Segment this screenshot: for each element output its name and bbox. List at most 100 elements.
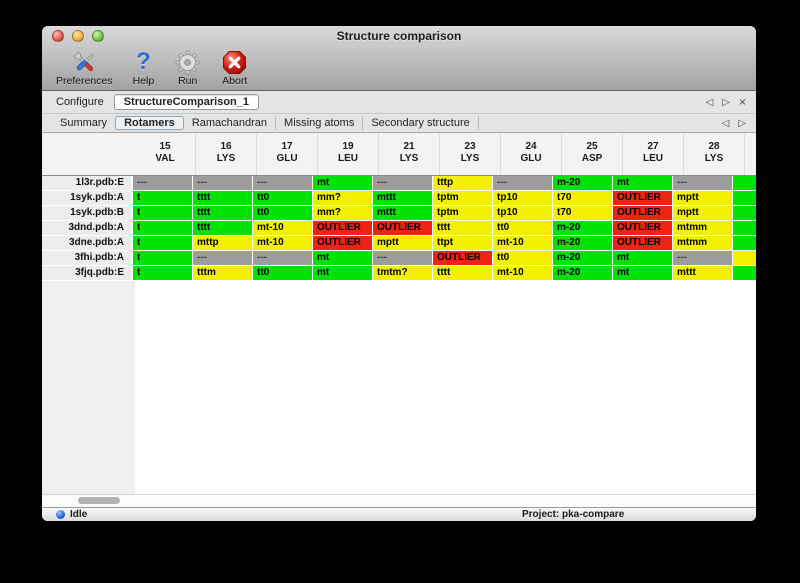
- table-cell[interactable]: tptm: [433, 191, 493, 205]
- table-cell[interactable]: OUTLIER: [373, 221, 433, 235]
- table-cell[interactable]: mt-10: [493, 266, 553, 280]
- table-cell[interactable]: t: [133, 236, 193, 250]
- table-cell[interactable]: tptm: [433, 206, 493, 220]
- tab-missing-atoms[interactable]: Missing atoms: [276, 116, 364, 130]
- table-cell[interactable]: tttm: [193, 266, 253, 280]
- table-cell-partial[interactable]: [733, 191, 756, 205]
- table-cell[interactable]: tttt: [193, 191, 253, 205]
- table-cell[interactable]: tmtm?: [373, 266, 433, 280]
- tab-rotamers[interactable]: Rotamers: [115, 116, 184, 130]
- close-button[interactable]: [52, 30, 64, 42]
- table-cell[interactable]: t70: [553, 206, 613, 220]
- table-cell[interactable]: tttp: [433, 176, 493, 190]
- table-cell[interactable]: t70: [553, 191, 613, 205]
- table-cell[interactable]: mm?: [313, 191, 373, 205]
- table-cell[interactable]: tttt: [433, 266, 493, 280]
- configure-name-input[interactable]: StructureComparison_1: [113, 94, 260, 110]
- row-label[interactable]: 1syk.pdb:A: [42, 191, 133, 205]
- row-label[interactable]: 3fhi.pdb:A: [42, 251, 133, 265]
- row-label[interactable]: 1syk.pdb:B: [42, 206, 133, 220]
- run-button[interactable]: Run: [172, 46, 203, 87]
- table-cell[interactable]: ---: [193, 176, 253, 190]
- tab-summary[interactable]: Summary: [60, 117, 108, 129]
- table-cell[interactable]: ---: [133, 176, 193, 190]
- table-cell[interactable]: mttt: [373, 191, 433, 205]
- table-cell-partial[interactable]: [733, 251, 756, 265]
- row-label[interactable]: 3fjq.pdb:E: [42, 266, 133, 280]
- table-cell[interactable]: tt0: [253, 206, 313, 220]
- table-cell[interactable]: t: [133, 251, 193, 265]
- tabs-next-arrow-icon[interactable]: ▷: [738, 117, 746, 129]
- table-cell[interactable]: ---: [373, 176, 433, 190]
- table-cell[interactable]: mt-10: [253, 221, 313, 235]
- table-cell-partial[interactable]: [733, 266, 756, 280]
- table-cell[interactable]: mttt: [373, 206, 433, 220]
- table-cell[interactable]: tp10: [493, 191, 553, 205]
- configure-close-icon[interactable]: ×: [738, 95, 746, 109]
- table-cell[interactable]: OUTLIER: [433, 251, 493, 265]
- table-cell[interactable]: mt: [313, 266, 373, 280]
- table-cell[interactable]: tp10: [493, 206, 553, 220]
- table-cell[interactable]: ---: [373, 251, 433, 265]
- tab-ramachandran[interactable]: Ramachandran: [184, 116, 277, 130]
- table-cell[interactable]: m-20: [553, 236, 613, 250]
- row-label[interactable]: 1l3r.pdb:E: [42, 176, 133, 190]
- table-cell[interactable]: mptt: [673, 206, 733, 220]
- minimize-button[interactable]: [72, 30, 84, 42]
- table-cell[interactable]: ttpt: [433, 236, 493, 250]
- table-cell[interactable]: mt-10: [493, 236, 553, 250]
- table-cell[interactable]: mtmm: [673, 221, 733, 235]
- table-cell[interactable]: t: [133, 206, 193, 220]
- row-label[interactable]: 3dne.pdb:A: [42, 236, 133, 250]
- table-cell[interactable]: t: [133, 221, 193, 235]
- table-cell[interactable]: mt: [613, 176, 673, 190]
- table-cell[interactable]: ---: [493, 176, 553, 190]
- table-cell[interactable]: ---: [193, 251, 253, 265]
- table-cell[interactable]: tt0: [253, 191, 313, 205]
- table-cell[interactable]: tttt: [433, 221, 493, 235]
- table-cell-partial[interactable]: [733, 236, 756, 250]
- abort-button[interactable]: Abort: [219, 46, 250, 87]
- zoom-button[interactable]: [92, 30, 104, 42]
- table-cell[interactable]: OUTLIER: [313, 236, 373, 250]
- table-cell[interactable]: ---: [253, 176, 313, 190]
- table-cell[interactable]: mtmm: [673, 236, 733, 250]
- table-cell[interactable]: mt: [313, 251, 373, 265]
- table-cell[interactable]: OUTLIER: [613, 191, 673, 205]
- table-cell[interactable]: m-20: [553, 176, 613, 190]
- table-cell[interactable]: OUTLIER: [613, 206, 673, 220]
- help-button[interactable]: ? Help: [131, 46, 157, 88]
- table-cell[interactable]: OUTLIER: [313, 221, 373, 235]
- table-cell[interactable]: mptt: [673, 191, 733, 205]
- table-cell[interactable]: mt: [613, 266, 673, 280]
- table-cell[interactable]: m-20: [553, 251, 613, 265]
- table-cell[interactable]: tttt: [193, 221, 253, 235]
- table-cell[interactable]: mttt: [673, 266, 733, 280]
- table-cell-partial[interactable]: [733, 206, 756, 220]
- table-cell[interactable]: tt0: [493, 221, 553, 235]
- table-cell[interactable]: OUTLIER: [613, 221, 673, 235]
- table-cell[interactable]: mptt: [373, 236, 433, 250]
- table-cell-partial[interactable]: [733, 176, 756, 190]
- tab-secondary-structure[interactable]: Secondary structure: [363, 116, 479, 130]
- table-cell[interactable]: mm?: [313, 206, 373, 220]
- table-cell-partial[interactable]: [733, 221, 756, 235]
- row-label[interactable]: 3dnd.pdb:A: [42, 221, 133, 235]
- table-cell[interactable]: ---: [673, 251, 733, 265]
- tabs-prev-arrow-icon[interactable]: ◁: [721, 117, 730, 129]
- horizontal-scrollbar[interactable]: [42, 494, 756, 507]
- table-cell[interactable]: m-20: [553, 221, 613, 235]
- preferences-button[interactable]: Preferences: [54, 46, 115, 87]
- table-cell[interactable]: mt: [313, 176, 373, 190]
- table-cell[interactable]: mt-10: [253, 236, 313, 250]
- table-cell[interactable]: ---: [673, 176, 733, 190]
- configure-prev-arrow-icon[interactable]: ◁: [705, 96, 714, 108]
- table-cell[interactable]: OUTLIER: [613, 236, 673, 250]
- table-cell[interactable]: t: [133, 191, 193, 205]
- table-cell[interactable]: m-20: [553, 266, 613, 280]
- table-cell[interactable]: tt0: [493, 251, 553, 265]
- table-cell[interactable]: mt: [613, 251, 673, 265]
- configure-next-arrow-icon[interactable]: ▷: [722, 96, 730, 108]
- table-cell[interactable]: t: [133, 266, 193, 280]
- scrollbar-thumb[interactable]: [78, 497, 120, 504]
